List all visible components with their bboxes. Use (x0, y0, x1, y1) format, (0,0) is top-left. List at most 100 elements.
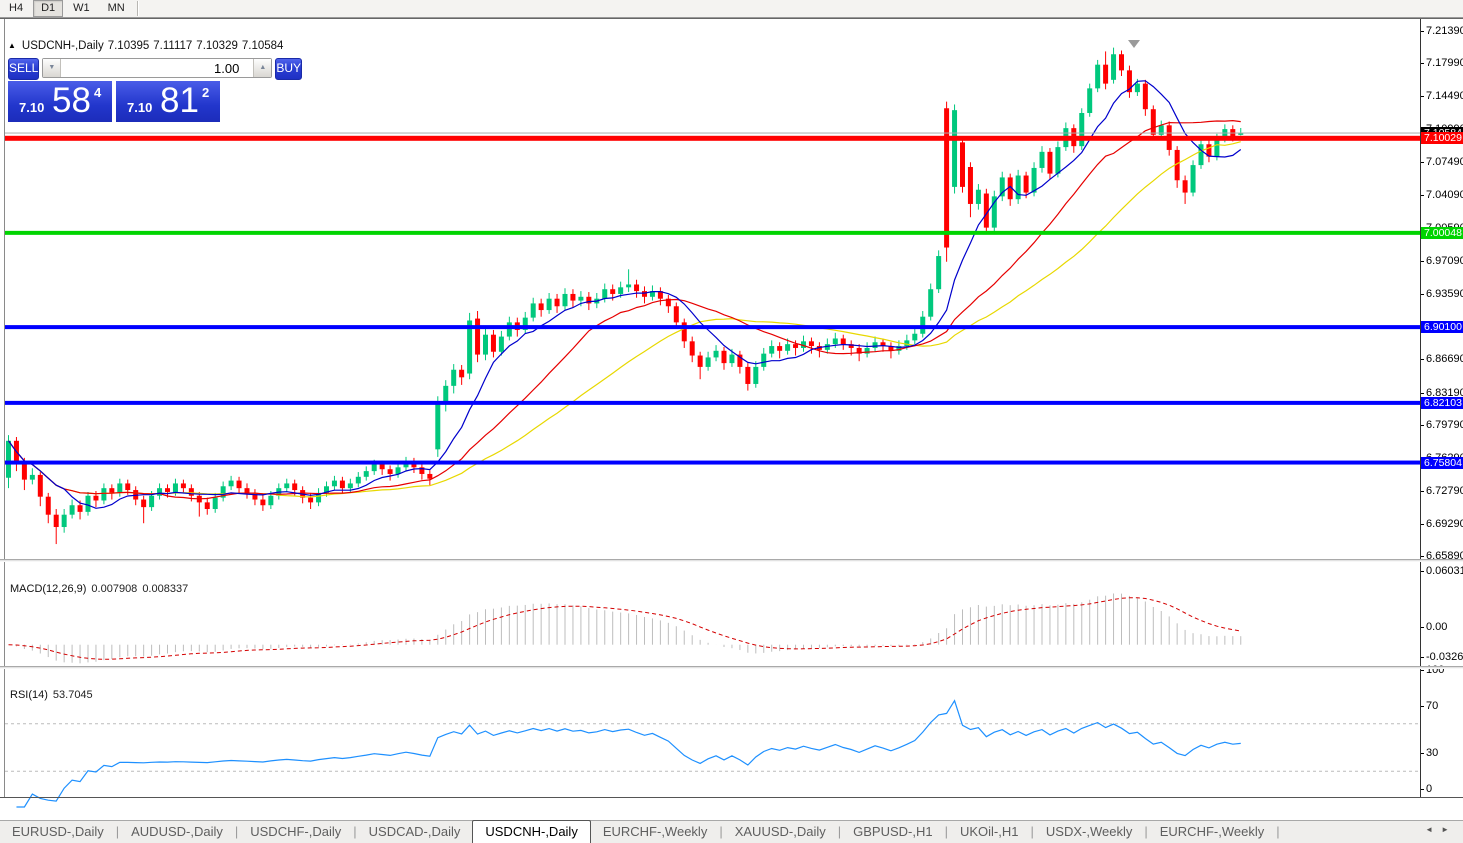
candle-body (522, 317, 528, 330)
price-tick-label: 6.97090 (1426, 254, 1463, 267)
candle-body (165, 488, 170, 492)
volume-decrease-icon[interactable]: ▼ (43, 59, 62, 77)
candle-body (324, 486, 329, 493)
symbol-tab-usdcnh-daily[interactable]: USDCNH-,Daily (472, 820, 591, 843)
candle-body (602, 289, 608, 299)
horizontal-line-object[interactable] (5, 325, 1420, 330)
tab-strip: EURUSD-,Daily | AUDUSD-,Daily | USDCHF-,Dail… (0, 814, 1463, 843)
line-price-label: 6.82103 (1421, 396, 1463, 409)
candle-body (475, 318, 481, 355)
candle-body (1111, 54, 1117, 80)
rsi-splitter[interactable] (0, 666, 1463, 669)
candle-body (85, 495, 91, 512)
sell-price-box[interactable]: 7.10 58 4 (8, 81, 112, 122)
candle-body (1087, 88, 1093, 113)
line-price-label: 6.90100 (1421, 321, 1463, 334)
price-tick-label: 7.07490 (1426, 156, 1463, 169)
tab-separator: | (353, 824, 357, 839)
candle-body (1023, 175, 1029, 193)
horizontal-line-object[interactable] (5, 230, 1420, 235)
rsi-tick-mark (1420, 670, 1424, 671)
buy-button[interactable]: BUY (275, 58, 303, 80)
sell-price-big: 58 (52, 81, 91, 120)
candle-body (363, 471, 369, 477)
candle-body (1119, 54, 1124, 71)
candle-body (952, 110, 958, 187)
candle-body (1095, 64, 1101, 89)
sell-button[interactable]: SELL (8, 58, 40, 80)
buy-price-box[interactable]: 7.10 81 2 (116, 81, 220, 122)
candle-body (856, 347, 862, 354)
macd-splitter[interactable] (0, 559, 1463, 562)
ohlc-high: 7.11117 (153, 40, 193, 52)
price-tick-label: 6.83190 (1426, 386, 1463, 399)
candle-body (1174, 149, 1180, 181)
symbol-tab-eurusd-daily[interactable]: EURUSD-,Daily (12, 824, 104, 839)
chart-top-border (0, 18, 1463, 19)
candle-body (1039, 151, 1045, 168)
candle-body (1142, 83, 1148, 110)
symbol-tab-ukoil-h1[interactable]: UKOil-,H1 (959, 824, 1019, 839)
rsi-tick-label: 0 (1426, 783, 1433, 795)
symbol-tab-eurchf-weekly[interactable]: EURCHF-,Weekly (602, 824, 708, 839)
timeframe-button-mn[interactable]: MN (107, 2, 125, 14)
tab-scroll-right-icon[interactable]: ► (1441, 825, 1457, 834)
tab-separator: | (115, 824, 120, 839)
candle-body (69, 505, 75, 515)
candle-body (991, 196, 997, 228)
candle-body (824, 344, 830, 350)
candle-body (371, 464, 377, 472)
symbol-tab-usdcad-daily[interactable]: USDCAD-,Daily (368, 824, 461, 839)
symbol-tab-eurchf-weekly[interactable]: EURCHF-,Weekly (1159, 824, 1265, 839)
sell-price-pip: 4 (94, 85, 102, 100)
timeframe-button-h4[interactable]: H4 (9, 2, 24, 14)
volume-increase-icon[interactable]: ▲ (253, 59, 272, 77)
timeframe-button-d1[interactable]: D1 (33, 0, 64, 17)
candle-body (657, 291, 663, 299)
collapse-panel-icon[interactable]: ▲ (8, 41, 16, 50)
candle-body (483, 334, 488, 355)
tab-scroll-left-icon[interactable]: ◄ (1425, 825, 1442, 834)
axis-border (1420, 19, 1421, 798)
timeframe-button-w1[interactable]: W1 (73, 2, 90, 14)
candle-body (1238, 133, 1244, 135)
candle-body (172, 483, 178, 492)
symbol-tab-usdchf-daily[interactable]: USDCHF-,Daily (250, 824, 342, 839)
candle-body (355, 476, 361, 484)
chart-marker-icon[interactable] (1128, 40, 1140, 48)
ma-slow-line (8, 141, 1241, 498)
horizontal-line-object[interactable] (5, 460, 1420, 465)
candle-body (1015, 175, 1021, 200)
candle-body (538, 303, 544, 311)
candle-body (443, 385, 449, 404)
horizontal-line-object[interactable] (5, 400, 1420, 405)
price-tick-label: 6.86690 (1426, 353, 1463, 366)
tab-separator: | (1030, 824, 1034, 839)
candle-body (157, 488, 163, 496)
candle-body (642, 291, 647, 297)
chart-title: ▲ USDCNH-,Daily 7.10395 7.11117 7.10329 7.105… (8, 40, 283, 52)
candle-body (983, 193, 989, 228)
candle-body (101, 488, 107, 501)
rsi-tick-mark (1420, 705, 1424, 707)
candle-body (308, 497, 314, 503)
symbol-tab-audusd-daily[interactable]: AUDUSD-,Daily (131, 824, 223, 839)
candle-body (220, 486, 226, 498)
horizontal-line-object[interactable] (5, 135, 1420, 141)
symbol-tab-xauusd-daily[interactable]: XAUUSD-,Daily (734, 824, 826, 839)
candle-body (729, 354, 735, 364)
candle-body (944, 108, 950, 248)
candle-body (967, 166, 973, 204)
volume-input[interactable] (61, 59, 254, 77)
candle-body (125, 483, 131, 491)
price-tick-mark (1420, 194, 1424, 196)
price-tick-label: 6.79790 (1426, 418, 1463, 431)
symbol-tab-usdx-weekly[interactable]: USDX-,Weekly (1045, 824, 1133, 839)
candle-body (292, 483, 298, 491)
symbol-tab-gbpusd-h1[interactable]: GBPUSD-,H1 (853, 824, 933, 839)
candle-body (109, 488, 115, 493)
macd-value: 0.007908 (91, 583, 138, 595)
rsi-tick-mark (1420, 789, 1424, 790)
macd-tick-label: -0.032648 (1426, 650, 1463, 663)
candle-body (244, 488, 250, 493)
